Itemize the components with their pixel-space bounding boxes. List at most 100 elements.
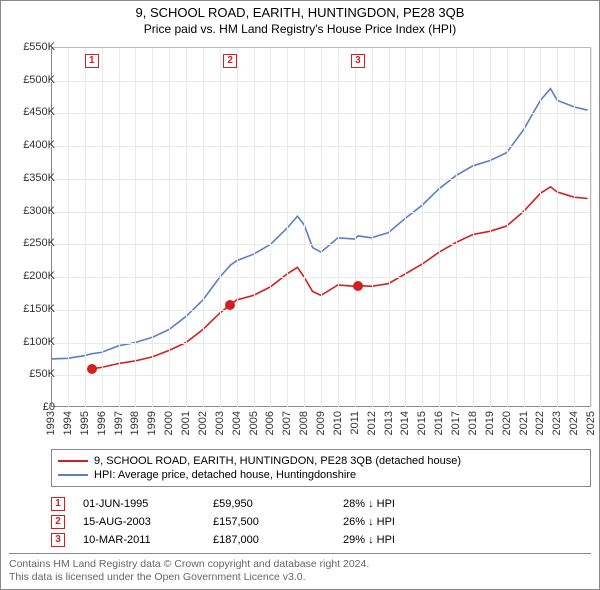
gridline-v xyxy=(355,48,356,407)
gridline-v xyxy=(119,48,120,407)
footer-attribution: Contains HM Land Registry data © Crown c… xyxy=(9,553,591,585)
gridline-v xyxy=(135,48,136,407)
x-tick-label: 2016 xyxy=(433,411,445,435)
sale-marker-3: 3 xyxy=(51,533,65,547)
sale-date: 10-MAR-2011 xyxy=(83,534,213,546)
x-tick-label: 2021 xyxy=(518,411,530,435)
y-tick-label: £100K xyxy=(23,336,55,348)
y-tick-label: £150K xyxy=(23,303,55,315)
gridline-v xyxy=(473,48,474,407)
x-tick-label: 2006 xyxy=(264,411,276,435)
legend-row: 9, SCHOOL ROAD, EARITH, HUNTINGDON, PE28… xyxy=(58,454,584,468)
x-tick-label: 2009 xyxy=(315,411,327,435)
x-tick-label: 2004 xyxy=(231,411,243,435)
x-tick-label: 2002 xyxy=(197,411,209,435)
x-tick-label: 2005 xyxy=(248,411,260,435)
x-tick-label: 2020 xyxy=(501,411,513,435)
x-tick-label: 1993 xyxy=(45,411,57,435)
x-tick-label: 2001 xyxy=(180,411,192,435)
marker-label-3: 3 xyxy=(351,54,365,68)
gridline-v xyxy=(490,48,491,407)
x-tick-label: 2013 xyxy=(383,411,395,435)
marker-label-2: 2 xyxy=(223,54,237,68)
gridline-v xyxy=(405,48,406,407)
chart-container: 9, SCHOOL ROAD, EARITH, HUNTINGDON, PE28… xyxy=(0,0,600,590)
x-tick-label: 2014 xyxy=(399,411,411,435)
gridline-v xyxy=(220,48,221,407)
marker-dot-2 xyxy=(225,300,235,310)
gridline-v xyxy=(338,48,339,407)
y-tick-label: £350K xyxy=(23,172,55,184)
x-tick-label: 1999 xyxy=(146,411,158,435)
x-tick-label: 2008 xyxy=(298,411,310,435)
gridline-v xyxy=(524,48,525,407)
gridline-v xyxy=(372,48,373,407)
x-tick-label: 2018 xyxy=(467,411,479,435)
sale-row: 3 10-MAR-2011£187,00029% ↓ HPI xyxy=(51,531,591,549)
sale-price: £157,500 xyxy=(213,516,343,528)
legend-swatch xyxy=(58,474,88,476)
sale-price: £187,000 xyxy=(213,534,343,546)
gridline-v xyxy=(456,48,457,407)
y-tick-label: £300K xyxy=(23,205,55,217)
gridline-v xyxy=(507,48,508,407)
footer-line-1: Contains HM Land Registry data © Crown c… xyxy=(9,558,591,572)
gridline-v xyxy=(169,48,170,407)
x-tick-label: 2015 xyxy=(416,411,428,435)
gridline-v xyxy=(389,48,390,407)
sales-table: 1 01-JUN-1995£59,95028% ↓ HPI 2 15-AUG-2003… xyxy=(51,495,591,549)
gridline-v xyxy=(254,48,255,407)
footer-line-2: This data is licensed under the Open Gov… xyxy=(9,571,591,585)
sale-marker-2: 2 xyxy=(51,515,65,529)
gridline-v xyxy=(237,48,238,407)
x-tick-label: 2025 xyxy=(585,411,597,435)
gridline-v xyxy=(203,48,204,407)
marker-dot-1 xyxy=(87,364,97,374)
sale-date: 01-JUN-1995 xyxy=(83,498,213,510)
legend-label: HPI: Average price, detached house, Hunt… xyxy=(94,469,356,481)
x-tick-label: 2011 xyxy=(349,411,361,435)
x-tick-label: 2010 xyxy=(332,411,344,435)
y-tick-label: £450K xyxy=(23,106,55,118)
gridline-v xyxy=(186,48,187,407)
gridline-v xyxy=(439,48,440,407)
gridline-v xyxy=(557,48,558,407)
gridline-v xyxy=(270,48,271,407)
gridline-v xyxy=(287,48,288,407)
legend-label: 9, SCHOOL ROAD, EARITH, HUNTINGDON, PE28… xyxy=(94,455,461,467)
x-tick-label: 2019 xyxy=(484,411,496,435)
x-tick-label: 2012 xyxy=(366,411,378,435)
gridline-v xyxy=(540,48,541,407)
sale-diff: 28% ↓ HPI xyxy=(343,498,591,510)
x-tick-label: 2000 xyxy=(163,411,175,435)
legend-swatch xyxy=(58,460,88,462)
x-tick-label: 1997 xyxy=(113,411,125,435)
sale-diff: 29% ↓ HPI xyxy=(343,534,591,546)
gridline-v xyxy=(102,48,103,407)
sale-row: 1 01-JUN-1995£59,95028% ↓ HPI xyxy=(51,495,591,513)
gridline-v xyxy=(574,48,575,407)
chart-title: 9, SCHOOL ROAD, EARITH, HUNTINGDON, PE28… xyxy=(1,1,599,20)
x-tick-label: 2003 xyxy=(214,411,226,435)
sale-date: 15-AUG-2003 xyxy=(83,516,213,528)
sale-marker-1: 1 xyxy=(51,497,65,511)
y-tick-label: £250K xyxy=(23,237,55,249)
x-tick-label: 2017 xyxy=(450,411,462,435)
x-tick-label: 2022 xyxy=(534,411,546,435)
y-tick-label: £500K xyxy=(23,74,55,86)
marker-label-1: 1 xyxy=(85,54,99,68)
gridline-v xyxy=(152,48,153,407)
gridline-v xyxy=(85,48,86,407)
x-tick-label: 1994 xyxy=(62,411,74,435)
gridline-v xyxy=(68,48,69,407)
x-tick-label: 2007 xyxy=(281,411,293,435)
y-tick-label: £550K xyxy=(23,41,55,53)
gridline-v xyxy=(422,48,423,407)
legend-box: 9, SCHOOL ROAD, EARITH, HUNTINGDON, PE28… xyxy=(51,449,591,487)
gridline-v xyxy=(591,48,592,407)
gridline-v xyxy=(304,48,305,407)
sale-price: £59,950 xyxy=(213,498,343,510)
legend-row: HPI: Average price, detached house, Hunt… xyxy=(58,468,584,482)
y-tick-label: £400K xyxy=(23,139,55,151)
x-tick-label: 2023 xyxy=(551,411,563,435)
